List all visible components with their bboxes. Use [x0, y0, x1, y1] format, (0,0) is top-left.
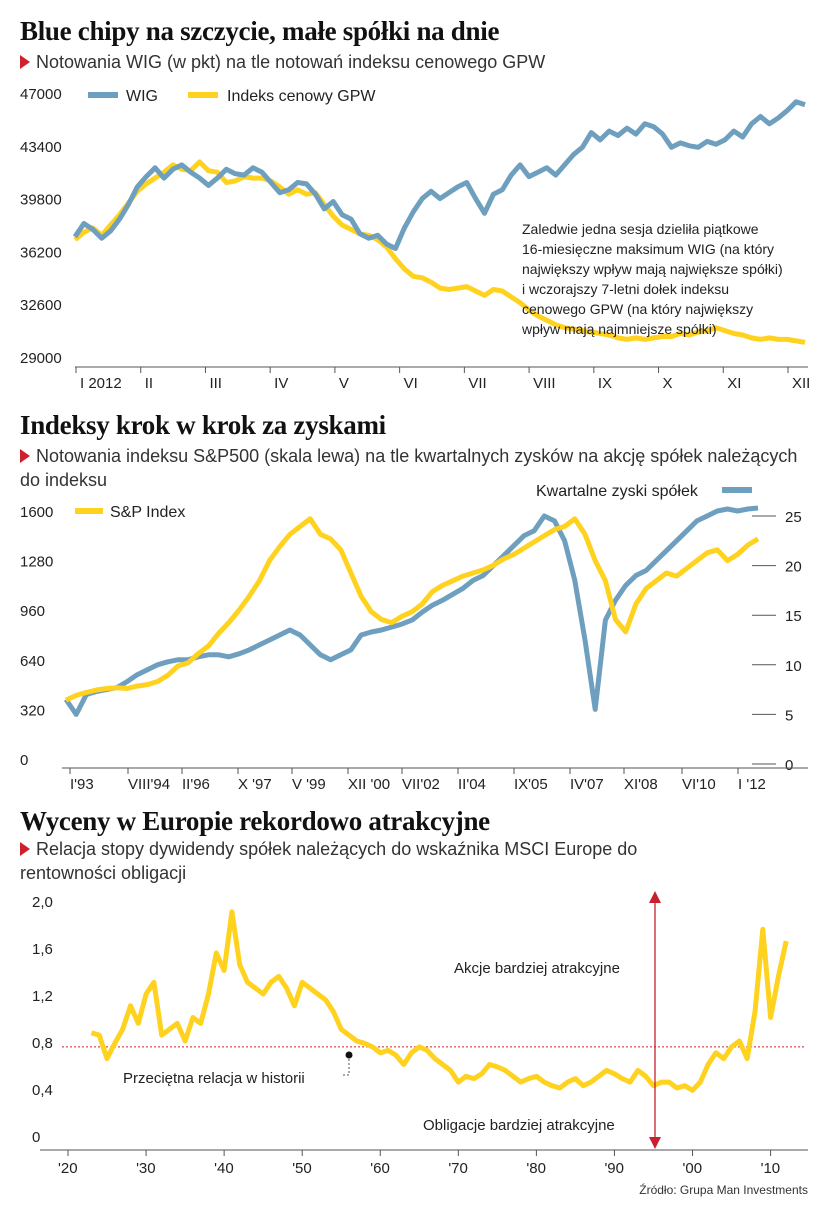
x-tick-label: XI [727, 375, 741, 392]
y-tick-label: 2,0 [32, 894, 53, 911]
x-tick-label: V [339, 375, 349, 392]
series-line-wig [72, 99, 806, 251]
arrow-up-label: Akcje bardziej atrakcyjne [454, 960, 620, 977]
y-tick-label: 0,4 [32, 1082, 53, 1099]
x-tick-label: IV'07 [570, 776, 604, 793]
annotation-line: największy wpływ mają największe spółki) [522, 261, 783, 277]
chart2-subtitle: Notowania indeksu S&P500 (skala lewa) na… [20, 446, 798, 490]
y-tick-label: 0,8 [32, 1035, 53, 1052]
x-tick-label: I'93 [70, 776, 94, 793]
x-tick-label: VII'02 [402, 776, 440, 793]
x-tick-label: II'04 [458, 776, 486, 793]
chart3-title: Wyceny w Europie rekordowo atrakcyjne [20, 806, 490, 836]
arrow-down-label: Obligacje bardziej atrakcyjne [423, 1117, 615, 1134]
average-marker [345, 1051, 353, 1059]
x-tick-label: VI [404, 375, 418, 392]
x-tick-label: '80 [526, 1160, 546, 1177]
y-tick-label: 47000 [20, 86, 62, 103]
annotation-line: Zaledwie jedna sesja dzieliła piątkowe [522, 221, 759, 237]
x-tick-label: X [663, 375, 673, 392]
source-note: Źródło: Grupa Man Investments [639, 1183, 808, 1197]
annotation-line: cenowego GPW (na który największy [522, 301, 753, 317]
x-tick-label: II [145, 375, 153, 392]
y-tick-label: 32600 [20, 297, 62, 314]
y-tick-label: 36200 [20, 244, 62, 261]
y-left-tick-label: 0 [20, 752, 28, 769]
y-tick-label: 1,6 [32, 941, 53, 958]
x-tick-label: VII [468, 375, 486, 392]
x-tick-label: XI'08 [624, 776, 658, 793]
x-tick-label: '60 [370, 1160, 390, 1177]
chart2-title: Indeksy krok w krok za zyskami [20, 410, 386, 440]
x-tick-label: I '12 [738, 776, 766, 793]
annotation-line: 16-miesięczne maksimum WIG (na który [522, 241, 774, 257]
y-tick-label: 39800 [20, 192, 62, 209]
series-line-earnings [63, 505, 759, 717]
y-tick-label: 1,2 [32, 988, 53, 1005]
y-right-tick-label: 0 [785, 757, 793, 774]
x-tick-label: I 2012 [80, 375, 122, 392]
y-left-tick-label: 960 [20, 603, 45, 620]
y-left-tick-label: 1280 [20, 554, 53, 571]
y-tick-label: 0 [32, 1129, 40, 1146]
x-tick-label: VIII [533, 375, 556, 392]
x-tick-label: III [209, 375, 222, 392]
x-tick-label: XII [792, 375, 810, 392]
x-tick-label: '00 [683, 1160, 703, 1177]
x-tick-label: XII '00 [348, 776, 390, 793]
y-right-tick-label: 5 [785, 707, 793, 724]
y-right-tick-label: 10 [785, 658, 802, 675]
series-line-gpw [73, 159, 806, 345]
x-tick-label: '10 [761, 1160, 781, 1177]
y-left-tick-label: 640 [20, 653, 45, 670]
average-leader [343, 1059, 350, 1076]
x-tick-label: X '97 [238, 776, 272, 793]
y-tick-label: 43400 [20, 139, 62, 156]
annotation-line: wpływ mają najmniejsze spółki) [521, 321, 717, 337]
annotation-line: i wczorajszy 7-letni dołek indeksu [522, 281, 729, 297]
legend-label-wig: WIG [126, 88, 158, 105]
triangle-marker-icon [20, 55, 30, 69]
legend-label-gpw: Indeks cenowy GPW [227, 88, 376, 105]
chart1-subtitle: Notowania WIG (w pkt) na tle notowań ind… [20, 50, 545, 74]
x-tick-label: IX'05 [514, 776, 548, 793]
x-tick-label: II'96 [182, 776, 210, 793]
y-right-tick-label: 20 [785, 559, 802, 576]
arrow-up-icon [649, 891, 661, 903]
chart2-plot: 1600 1280 960 640 320 0 25 20 15 10 5 0 I'93 VIII'94 I… [20, 483, 808, 793]
x-tick-label: '70 [448, 1160, 468, 1177]
series-line-sp-index [64, 516, 760, 703]
chart1-title: Blue chipy na szczycie, małe spółki na d… [20, 16, 500, 46]
x-tick-label: IV [274, 375, 288, 392]
x-tick-label: '20 [58, 1160, 78, 1177]
series-line-relation [90, 909, 789, 1093]
x-tick-label: '40 [214, 1160, 234, 1177]
y-right-tick-label: 25 [785, 509, 802, 526]
y-right-tick-label: 15 [785, 608, 802, 625]
chart3-subtitle: Relacja stopy dywidendy spółek należącyc… [20, 839, 638, 883]
y-left-tick-label: 1600 [20, 504, 53, 521]
x-tick-label: IX [598, 375, 612, 392]
triangle-marker-icon [20, 449, 30, 463]
chart3-plot: 2,0 1,6 1,2 0,8 0,4 0 '20 '30 '40 '50 '60 '70 '80 '90… [32, 891, 808, 1177]
x-tick-label: V '99 [292, 776, 326, 793]
x-tick-label: VI'10 [682, 776, 716, 793]
arrow-down-icon [649, 1137, 661, 1149]
legend-label-earnings: Kwartalne zyski spółek [536, 483, 699, 500]
x-tick-label: '30 [136, 1160, 156, 1177]
average-label: Przeciętna relacja w historii [123, 1070, 305, 1087]
x-tick-label: '50 [292, 1160, 312, 1177]
x-tick-label: '90 [604, 1160, 624, 1177]
x-tick-label: VIII'94 [128, 776, 170, 793]
legend-label-sp: S&P Index [110, 504, 185, 521]
y-tick-label: 29000 [20, 350, 62, 367]
triangle-marker-icon [20, 842, 30, 856]
y-left-tick-label: 320 [20, 702, 45, 719]
